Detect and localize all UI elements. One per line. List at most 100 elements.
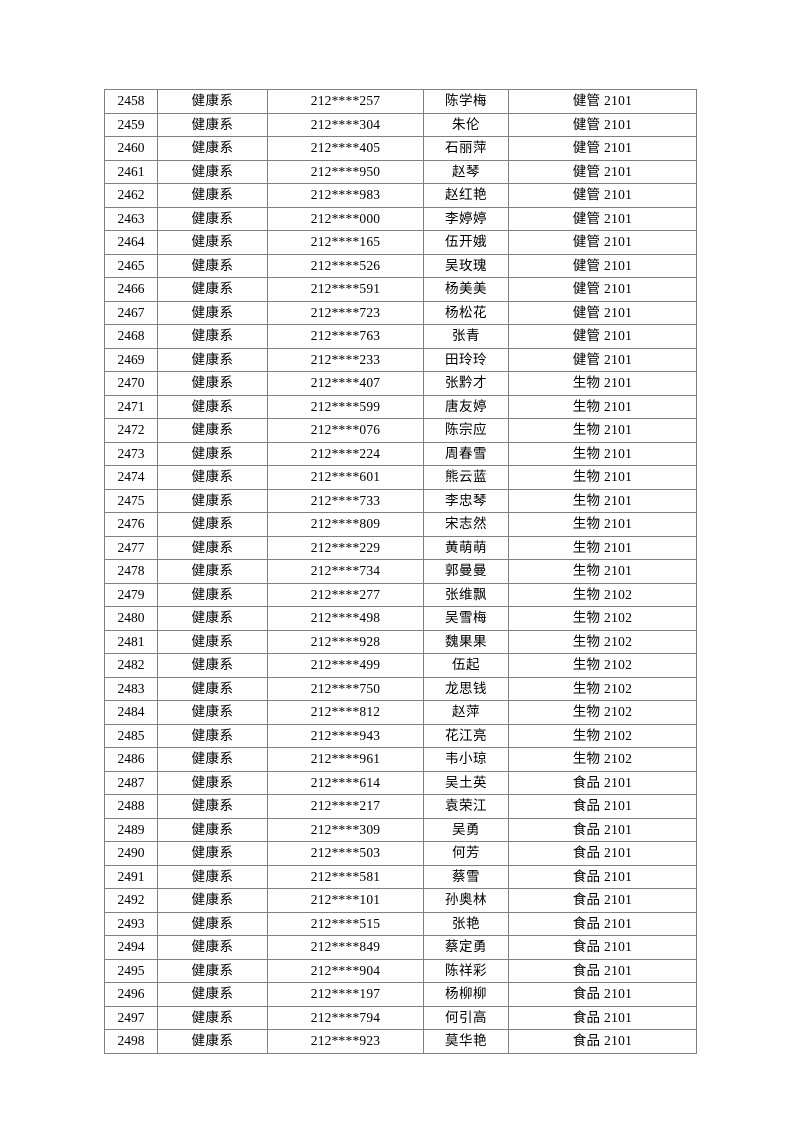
cell-department: 健康系 [157,89,268,114]
cell-class: 生物 2101 [508,371,697,396]
cell-id-number: 212****498 [267,606,424,631]
cell-id-number: 212****224 [267,441,424,466]
cell-department: 健康系 [157,441,268,466]
cell-class: 食品 2101 [508,1029,697,1054]
cell-class: 生物 2101 [508,535,697,560]
cell-id-number: 212****849 [267,935,424,960]
cell-name: 熊云蓝 [423,465,509,490]
table-row: 2466 健康系 212****591 杨美美 健管 2101 [104,277,697,302]
cell-department: 健康系 [157,488,268,513]
cell-id-number: 212****499 [267,653,424,678]
cell-sequence: 2474 [104,465,158,490]
cell-name: 吴雪梅 [423,606,509,631]
cell-id-number: 212****599 [267,394,424,419]
table-row: 2489 健康系 212****309 吴勇 食品 2101 [104,817,697,842]
cell-id-number: 212****928 [267,629,424,654]
cell-id-number: 212****229 [267,535,424,560]
cell-sequence: 2487 [104,770,158,795]
table-row: 2458 健康系 212****257 陈学梅 健管 2101 [104,89,697,114]
table-row: 2483 健康系 212****750 龙思钱 生物 2102 [104,676,697,701]
cell-id-number: 212****309 [267,817,424,842]
cell-sequence: 2488 [104,794,158,819]
cell-id-number: 212****614 [267,770,424,795]
cell-department: 健康系 [157,253,268,278]
cell-id-number: 212****503 [267,841,424,866]
cell-department: 健康系 [157,1005,268,1030]
cell-sequence: 2482 [104,653,158,678]
cell-sequence: 2491 [104,864,158,889]
cell-class: 生物 2102 [508,606,697,631]
cell-class: 健管 2101 [508,183,697,208]
cell-name: 魏果果 [423,629,509,654]
cell-name: 黄萌萌 [423,535,509,560]
cell-department: 健康系 [157,606,268,631]
cell-department: 健康系 [157,371,268,396]
cell-name: 莫华艳 [423,1029,509,1054]
cell-class: 生物 2102 [508,629,697,654]
table-row: 2493 健康系 212****515 张艳 食品 2101 [104,911,697,936]
cell-name: 蔡定勇 [423,935,509,960]
cell-sequence: 2478 [104,559,158,584]
cell-department: 健康系 [157,206,268,231]
cell-id-number: 212****763 [267,324,424,349]
cell-class: 生物 2102 [508,582,697,607]
table-row: 2475 健康系 212****733 李忠琴 生物 2101 [104,488,697,513]
cell-id-number: 212****101 [267,888,424,913]
cell-name: 唐友婷 [423,394,509,419]
cell-id-number: 212****197 [267,982,424,1007]
cell-class: 生物 2102 [508,676,697,701]
cell-sequence: 2468 [104,324,158,349]
cell-id-number: 212****165 [267,230,424,255]
cell-sequence: 2458 [104,89,158,114]
cell-name: 伍起 [423,653,509,678]
cell-id-number: 212****257 [267,89,424,114]
cell-sequence: 2495 [104,958,158,983]
table-row: 2469 健康系 212****233 田玲玲 健管 2101 [104,347,697,372]
cell-sequence: 2465 [104,253,158,278]
cell-sequence: 2492 [104,888,158,913]
cell-sequence: 2472 [104,418,158,443]
cell-name: 赵琴 [423,159,509,184]
table-row: 2498 健康系 212****923 莫华艳 食品 2101 [104,1029,697,1054]
cell-id-number: 212****734 [267,559,424,584]
cell-sequence: 2494 [104,935,158,960]
cell-sequence: 2497 [104,1005,158,1030]
cell-name: 何芳 [423,841,509,866]
cell-class: 生物 2102 [508,653,697,678]
cell-sequence: 2490 [104,841,158,866]
cell-name: 张青 [423,324,509,349]
cell-sequence: 2496 [104,982,158,1007]
cell-department: 健康系 [157,324,268,349]
cell-class: 健管 2101 [508,277,697,302]
cell-id-number: 212****515 [267,911,424,936]
cell-sequence: 2476 [104,512,158,537]
cell-sequence: 2481 [104,629,158,654]
cell-class: 食品 2101 [508,794,697,819]
cell-name: 石丽萍 [423,136,509,161]
cell-class: 食品 2101 [508,817,697,842]
table-row: 2480 健康系 212****498 吴雪梅 生物 2102 [104,606,697,631]
cell-department: 健康系 [157,747,268,772]
cell-department: 健康系 [157,347,268,372]
cell-class: 健管 2101 [508,347,697,372]
cell-department: 健康系 [157,841,268,866]
cell-class: 健管 2101 [508,159,697,184]
cell-class: 健管 2101 [508,230,697,255]
cell-id-number: 212****405 [267,136,424,161]
cell-class: 生物 2102 [508,723,697,748]
cell-department: 健康系 [157,629,268,654]
table-row: 2479 健康系 212****277 张维飘 生物 2102 [104,582,697,607]
cell-department: 健康系 [157,394,268,419]
cell-department: 健康系 [157,935,268,960]
cell-department: 健康系 [157,864,268,889]
table-row: 2472 健康系 212****076 陈宗应 生物 2101 [104,418,697,443]
cell-id-number: 212****983 [267,183,424,208]
cell-name: 张维飘 [423,582,509,607]
cell-name: 伍开娥 [423,230,509,255]
table-row: 2464 健康系 212****165 伍开娥 健管 2101 [104,230,697,255]
table-row: 2470 健康系 212****407 张黔才 生物 2101 [104,371,697,396]
cell-name: 田玲玲 [423,347,509,372]
cell-department: 健康系 [157,465,268,490]
cell-sequence: 2473 [104,441,158,466]
cell-department: 健康系 [157,582,268,607]
